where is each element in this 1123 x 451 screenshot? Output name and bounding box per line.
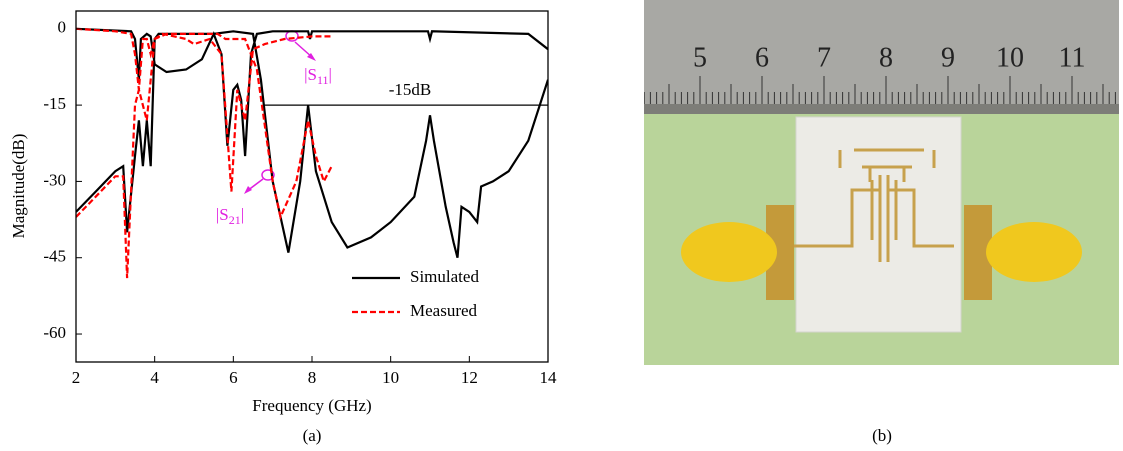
y-axis-label: Magnitude(dB)	[9, 134, 28, 239]
x-tick-label: 10	[382, 368, 399, 387]
ruler-label: 7	[817, 42, 831, 73]
x-tick-label: 6	[229, 368, 238, 387]
x-tick-label: 4	[150, 368, 159, 387]
connector-cap	[681, 222, 777, 282]
ruler-label: 8	[879, 42, 893, 73]
annotation-arrowhead	[244, 186, 252, 194]
chart: Frequency (GHz) Magnitude(dB) (a) |S11| …	[0, 0, 565, 451]
connector-cap	[986, 222, 1082, 282]
legend-label: Simulated	[410, 267, 479, 286]
caption: (a)	[303, 426, 322, 445]
x-tick-label: 8	[308, 368, 317, 387]
photo: 5 6 7 8 9 10 11	[644, 0, 1119, 365]
y-tick-label: -45	[43, 247, 66, 266]
ruler-label: 5	[693, 42, 707, 73]
ruler-label: 9	[941, 42, 955, 73]
reference-label: -15dB	[389, 80, 432, 99]
x-tick-label: 14	[540, 368, 558, 387]
caption: (b)	[872, 426, 892, 445]
x-axis-label: Frequency (GHz)	[252, 396, 371, 415]
x-tick-label: 2	[72, 368, 81, 387]
figure: Frequency (GHz) Magnitude(dB) (a) |S11| …	[0, 0, 1123, 451]
ruler-label: 10	[996, 42, 1024, 73]
ruler-label: 6	[755, 42, 769, 73]
plot-frame	[76, 11, 548, 362]
y-tick-label: -60	[43, 323, 66, 342]
annotation: |S11|	[304, 65, 332, 87]
annotation: |S21|	[216, 205, 244, 227]
y-tick-label: 0	[58, 18, 67, 37]
ruler-label: 11	[1059, 42, 1086, 73]
annotation-ellipse	[286, 31, 298, 41]
y-tick-label: -15	[43, 94, 66, 113]
legend-label: Measured	[410, 301, 478, 320]
caption-box: (b)	[842, 418, 922, 451]
x-tick-label: 12	[461, 368, 478, 387]
series-line	[76, 29, 332, 278]
ruler-edge	[644, 104, 1119, 114]
y-tick-label: -30	[43, 170, 66, 189]
